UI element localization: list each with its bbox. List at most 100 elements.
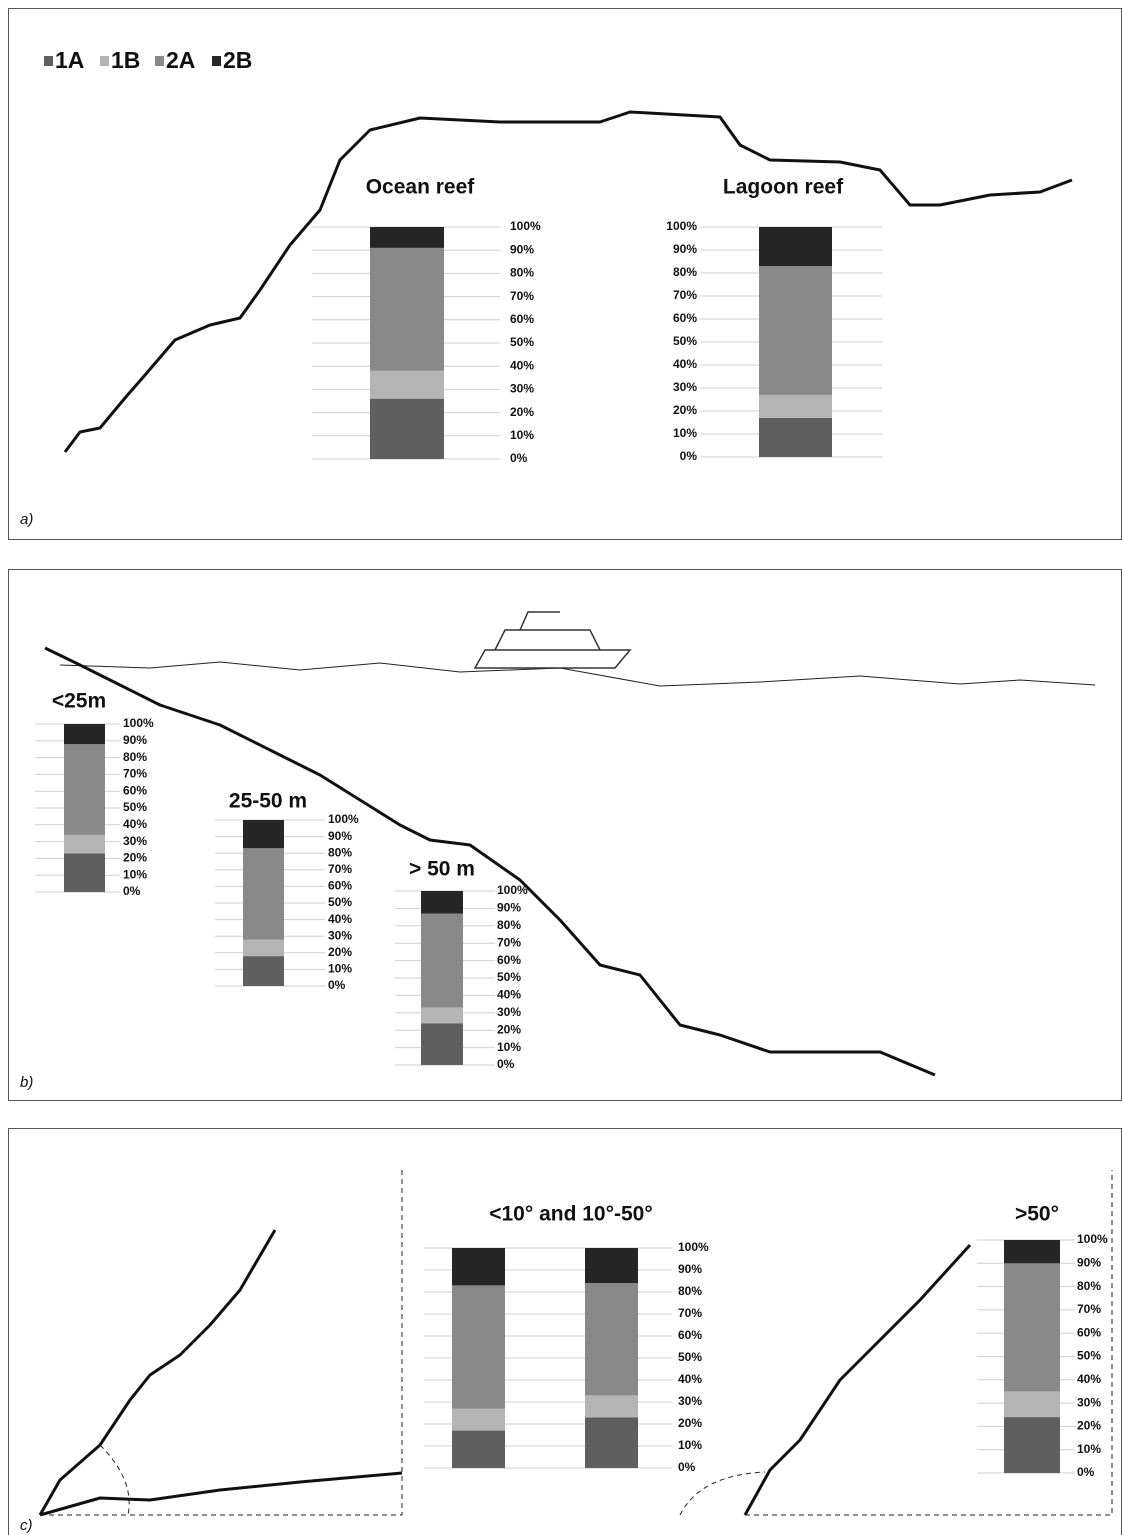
y-tick-label: 40%	[678, 1372, 702, 1386]
y-tick-label: 20%	[328, 945, 352, 959]
y-tick-label: 10%	[328, 962, 352, 976]
y-tick-label: 100%	[510, 219, 541, 233]
y-tick-label: 50%	[123, 800, 147, 814]
bar-segment	[421, 1008, 463, 1024]
y-tick-label: 10%	[497, 1040, 521, 1054]
boat	[475, 612, 630, 668]
legend-label: 1B	[111, 47, 140, 73]
y-tick-label: 50%	[1077, 1349, 1101, 1363]
legend-swatch	[155, 56, 164, 66]
bar-segment	[370, 227, 444, 248]
y-tick-label: 70%	[673, 288, 697, 302]
y-tick-label: 20%	[510, 405, 534, 419]
y-tick-label: 70%	[328, 862, 352, 876]
y-tick-label: 90%	[673, 242, 697, 256]
bar-segment	[452, 1409, 505, 1431]
y-tick-label: 30%	[510, 382, 534, 396]
bar-segment	[243, 956, 284, 986]
chart-title: Ocean reef	[366, 176, 476, 199]
y-tick-label: 80%	[328, 845, 352, 859]
bar-segment	[64, 835, 105, 853]
chart-title: Lagoon reef	[723, 176, 844, 199]
y-tick-label: 60%	[673, 311, 697, 325]
y-tick-label: 80%	[510, 266, 534, 280]
y-tick-label: 70%	[497, 935, 521, 949]
y-tick-label: 30%	[497, 1005, 521, 1019]
y-tick-label: 60%	[678, 1328, 702, 1342]
bar-segment	[64, 744, 105, 835]
y-tick-label: 90%	[328, 829, 352, 843]
panel-label: a)	[20, 511, 33, 528]
y-tick-label: 60%	[1077, 1325, 1101, 1339]
y-tick-label: 50%	[510, 335, 534, 349]
y-tick-label: 20%	[678, 1416, 702, 1430]
bar-segment	[421, 1023, 463, 1065]
y-tick-label: 60%	[123, 783, 147, 797]
y-tick-label: 50%	[328, 895, 352, 909]
y-tick-label: 30%	[328, 928, 352, 942]
y-tick-label: 10%	[1077, 1442, 1101, 1456]
y-tick-label: 100%	[123, 716, 154, 730]
bar-segment	[585, 1283, 638, 1395]
y-tick-label: 20%	[497, 1022, 521, 1036]
panel-frame	[9, 570, 1122, 1101]
bar-segment	[1004, 1391, 1060, 1417]
bar-segment	[585, 1248, 638, 1283]
y-tick-label: 80%	[1077, 1279, 1101, 1293]
y-tick-label: 40%	[123, 817, 147, 831]
y-tick-label: 10%	[510, 428, 534, 442]
panel-frame	[9, 1129, 1122, 1535]
y-tick-label: 60%	[497, 953, 521, 967]
y-tick-label: 0%	[678, 1460, 696, 1474]
y-tick-label: 20%	[1077, 1419, 1101, 1433]
y-tick-label: 50%	[497, 970, 521, 984]
y-tick-label: 40%	[328, 912, 352, 926]
y-tick-label: 30%	[123, 834, 147, 848]
bar-segment	[452, 1285, 505, 1408]
y-tick-label: 40%	[1077, 1372, 1101, 1386]
y-tick-label: 10%	[123, 867, 147, 881]
y-tick-label: 90%	[1077, 1255, 1101, 1269]
bar-segment	[64, 853, 105, 892]
y-tick-label: 70%	[678, 1306, 702, 1320]
bar-segment	[452, 1248, 505, 1285]
legend-swatch	[44, 56, 53, 66]
y-tick-label: 80%	[673, 265, 697, 279]
y-tick-label: 90%	[510, 242, 534, 256]
bar-segment	[64, 724, 105, 744]
y-tick-label: 90%	[123, 733, 147, 747]
bar-segment	[759, 266, 832, 395]
y-tick-label: 10%	[673, 426, 697, 440]
bar-segment	[759, 418, 832, 457]
bar-segment	[421, 914, 463, 1008]
legend-swatch	[212, 56, 221, 66]
y-tick-label: 80%	[497, 918, 521, 932]
legend-label: 2A	[166, 47, 195, 73]
bar-segment	[1004, 1417, 1060, 1473]
panel-frame	[9, 9, 1122, 540]
chart-title: 25-50 m	[229, 790, 307, 813]
y-tick-label: 30%	[1077, 1395, 1101, 1409]
slope-profile	[45, 648, 935, 1075]
y-tick-label: 40%	[510, 358, 534, 372]
bar-segment	[585, 1417, 638, 1468]
legend-label: 1A	[55, 47, 84, 73]
y-tick-label: 70%	[123, 767, 147, 781]
sea-surface	[60, 662, 1095, 686]
y-tick-label: 10%	[678, 1438, 702, 1452]
legend-swatch	[100, 56, 109, 66]
y-tick-label: 100%	[497, 883, 528, 897]
y-tick-label: 0%	[680, 449, 698, 463]
bar-segment	[243, 940, 284, 957]
y-tick-label: 100%	[666, 219, 697, 233]
bar-segment	[452, 1431, 505, 1468]
figure: a) b) c) 1A1B2A2B0%10%20%30%40%50%60%70%…	[0, 0, 1122, 1535]
bar-segment	[243, 848, 284, 939]
bar-segment	[585, 1395, 638, 1417]
y-tick-label: 80%	[123, 750, 147, 764]
y-tick-label: 50%	[678, 1350, 702, 1364]
y-tick-label: 40%	[497, 988, 521, 1002]
chart-title: <10° and 10°-50°	[489, 1203, 653, 1226]
y-tick-label: 40%	[673, 357, 697, 371]
chart-title: >50°	[1015, 1203, 1059, 1226]
